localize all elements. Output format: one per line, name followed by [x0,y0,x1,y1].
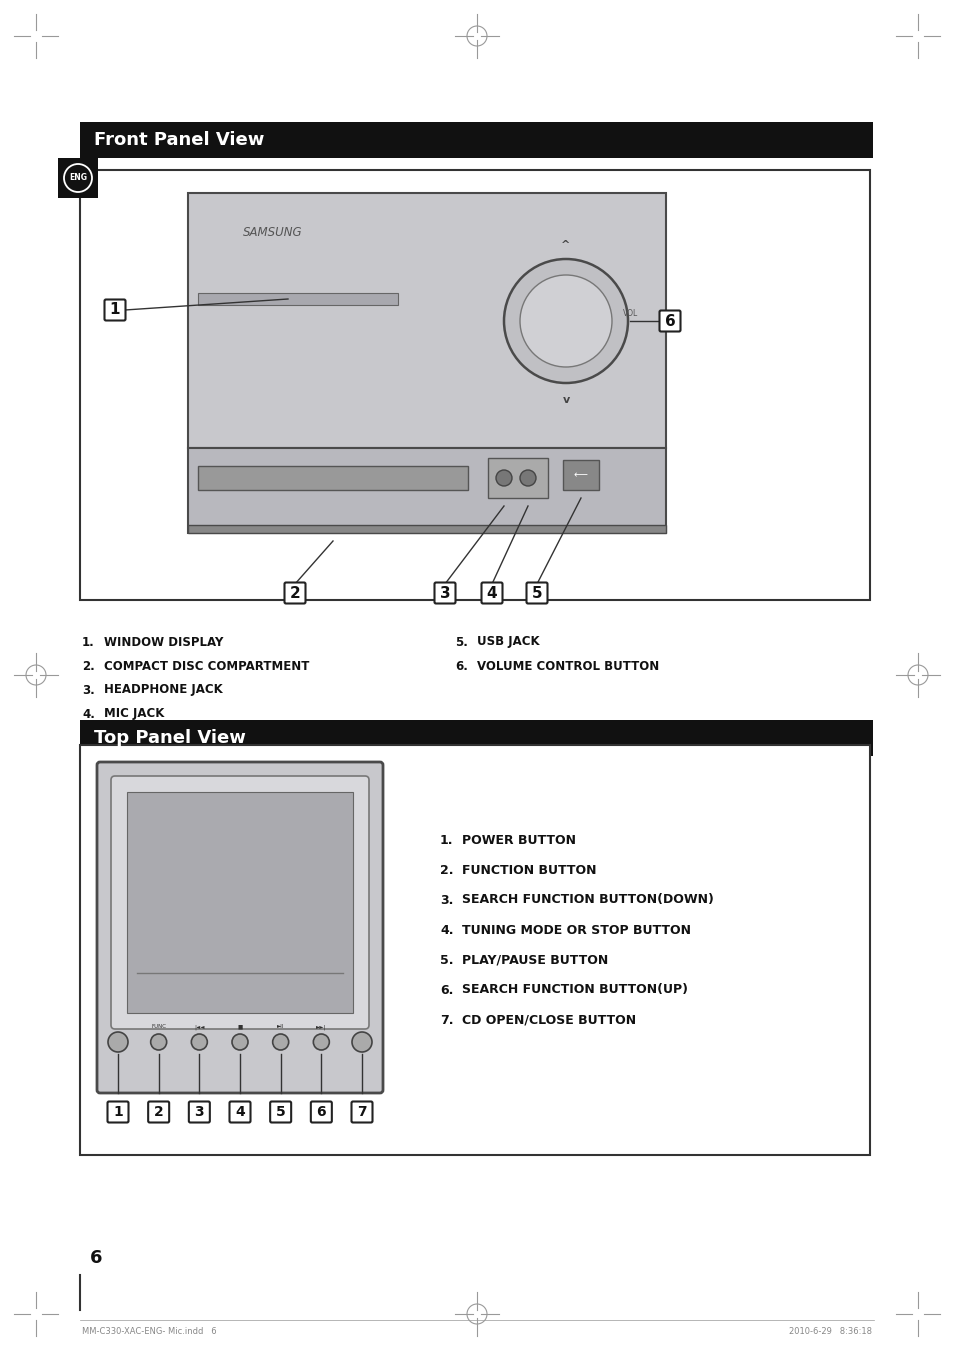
Text: POWER BUTTON: POWER BUTTON [461,833,576,846]
Circle shape [151,1034,167,1050]
Text: 2.: 2. [82,660,94,672]
Text: 7: 7 [356,1106,366,1119]
Text: 5.: 5. [455,636,467,648]
Circle shape [352,1031,372,1052]
Text: HEADPHONE JACK: HEADPHONE JACK [104,683,222,697]
Text: 5: 5 [275,1106,285,1119]
FancyBboxPatch shape [80,122,872,158]
FancyBboxPatch shape [97,761,382,1094]
FancyBboxPatch shape [189,1102,210,1122]
FancyBboxPatch shape [230,1102,251,1122]
Text: ENG: ENG [69,174,87,182]
FancyBboxPatch shape [351,1102,372,1122]
Text: COMPACT DISC COMPARTMENT: COMPACT DISC COMPARTMENT [104,660,309,672]
FancyBboxPatch shape [80,745,869,1156]
Text: MIC JACK: MIC JACK [104,707,164,721]
FancyBboxPatch shape [270,1102,291,1122]
FancyBboxPatch shape [108,1102,129,1122]
Text: Top Panel View: Top Panel View [94,729,246,747]
FancyBboxPatch shape [188,448,665,533]
FancyBboxPatch shape [284,582,305,603]
Circle shape [503,259,627,383]
Text: 3.: 3. [439,894,453,906]
Text: 6.: 6. [439,984,453,996]
Text: 2: 2 [290,586,300,601]
Text: VOLUME CONTROL BUTTON: VOLUME CONTROL BUTTON [476,660,659,672]
Text: ►►|: ►►| [315,1025,326,1030]
Text: FUNC: FUNC [151,1025,166,1030]
Text: SAMSUNG: SAMSUNG [243,227,302,239]
Text: SEARCH FUNCTION BUTTON(UP): SEARCH FUNCTION BUTTON(UP) [461,984,687,996]
Text: ■: ■ [237,1025,242,1030]
Text: ⟵: ⟵ [574,470,587,481]
FancyBboxPatch shape [127,792,353,1012]
Text: 3.: 3. [82,683,94,697]
Text: 1: 1 [110,302,120,317]
Text: 2010-6-29   8:36:18: 2010-6-29 8:36:18 [788,1327,871,1336]
Text: 4: 4 [234,1106,245,1119]
FancyBboxPatch shape [481,582,502,603]
Text: TUNING MODE OR STOP BUTTON: TUNING MODE OR STOP BUTTON [461,923,690,937]
FancyBboxPatch shape [58,158,98,198]
Text: USB JACK: USB JACK [476,636,539,648]
Circle shape [192,1034,207,1050]
FancyBboxPatch shape [111,776,369,1029]
Text: 4: 4 [486,586,497,601]
Text: 3: 3 [439,586,450,601]
Circle shape [273,1034,289,1050]
FancyBboxPatch shape [488,458,547,498]
Text: Front Panel View: Front Panel View [94,131,264,148]
Text: SEARCH FUNCTION BUTTON(DOWN): SEARCH FUNCTION BUTTON(DOWN) [461,894,713,906]
Text: 1.: 1. [439,833,453,846]
Text: PLAY/PAUSE BUTTON: PLAY/PAUSE BUTTON [461,953,608,967]
FancyBboxPatch shape [311,1102,332,1122]
Circle shape [313,1034,329,1050]
Text: 5: 5 [531,586,541,601]
Circle shape [496,470,512,486]
Text: 7.: 7. [439,1014,453,1026]
Text: 1: 1 [113,1106,123,1119]
FancyBboxPatch shape [198,293,397,305]
Text: 6: 6 [316,1106,326,1119]
FancyBboxPatch shape [80,170,869,599]
Text: 6.: 6. [455,660,467,672]
FancyBboxPatch shape [659,310,679,332]
FancyBboxPatch shape [188,193,665,448]
Text: 3: 3 [194,1106,204,1119]
Text: ^: ^ [560,240,570,250]
Text: 2.: 2. [439,864,453,876]
FancyBboxPatch shape [434,582,455,603]
FancyBboxPatch shape [80,720,872,756]
Text: FUNCTION BUTTON: FUNCTION BUTTON [461,864,596,876]
Text: |◄◄: |◄◄ [193,1025,204,1030]
Text: v: v [561,396,569,405]
Text: 2: 2 [153,1106,163,1119]
Circle shape [232,1034,248,1050]
Text: MM-C330-XAC-ENG- Mic.indd   6: MM-C330-XAC-ENG- Mic.indd 6 [82,1327,216,1336]
FancyBboxPatch shape [105,300,126,320]
FancyBboxPatch shape [188,525,665,533]
Text: VOL: VOL [622,309,638,317]
Circle shape [108,1031,128,1052]
Circle shape [519,470,536,486]
FancyBboxPatch shape [562,460,598,490]
Text: ►II: ►II [276,1025,284,1030]
FancyBboxPatch shape [526,582,547,603]
Text: 6: 6 [664,313,675,328]
Text: 5.: 5. [439,953,453,967]
Text: WINDOW DISPLAY: WINDOW DISPLAY [104,636,223,648]
Text: 1.: 1. [82,636,94,648]
FancyBboxPatch shape [148,1102,169,1122]
FancyBboxPatch shape [198,466,468,490]
Text: CD OPEN/CLOSE BUTTON: CD OPEN/CLOSE BUTTON [461,1014,636,1026]
Text: 4.: 4. [439,923,453,937]
Circle shape [519,275,612,367]
Text: 6: 6 [90,1249,102,1268]
Text: 4.: 4. [82,707,94,721]
